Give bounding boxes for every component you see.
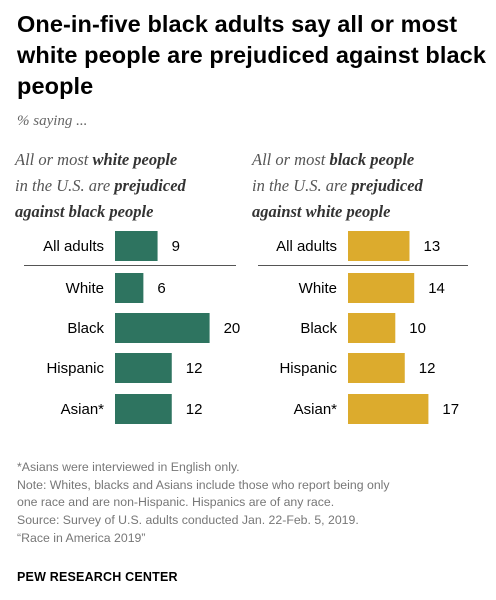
heading-text: in the U.S. are — [15, 176, 115, 195]
heading-emphasis: against black people — [15, 202, 154, 221]
heading-text: in the U.S. are — [252, 176, 352, 195]
heading-text: All or most — [15, 150, 93, 169]
value-label: 6 — [157, 280, 165, 297]
bar — [115, 353, 172, 383]
category-label: All adults — [276, 238, 337, 255]
category-label: Asian* — [61, 401, 105, 418]
value-label: 12 — [186, 401, 203, 418]
right-panel-heading: All or most black people in the U.S. are … — [252, 147, 423, 225]
value-label: 13 — [423, 238, 440, 255]
chart-subtitle: % saying ... — [17, 113, 88, 129]
note-line-source: Source: Survey of U.S. adults conducted … — [17, 513, 359, 528]
bar — [348, 313, 396, 343]
heading-line: in the U.S. are prejudiced — [15, 173, 186, 199]
note-line-report: “Race in America 2019” — [17, 530, 146, 545]
heading-emphasis: black people — [329, 150, 415, 169]
category-label: Asian* — [294, 401, 338, 418]
value-label: 9 — [172, 238, 180, 255]
note-line-definition-2: one race and are non-Hispanic. Hispanics… — [17, 495, 335, 510]
heading-line: All or most black people — [252, 147, 423, 173]
value-label: 12 — [419, 360, 436, 377]
heading-emphasis: against white people — [252, 202, 391, 221]
brand-logo-text: PEW RESEARCH CENTER — [17, 570, 178, 584]
left-bar-chart: All adults 9 White 6 Black 20 Hispanic 12 Asian*… — [24, 231, 240, 424]
value-label: 14 — [428, 280, 445, 297]
heading-emphasis: prejudiced — [351, 176, 423, 195]
category-label: Hispanic — [46, 360, 104, 377]
category-label: White — [299, 280, 337, 297]
note-line-asian: *Asians were interviewed in English only… — [17, 460, 240, 474]
heading-text: All or most — [252, 150, 330, 169]
bar — [115, 273, 144, 303]
chart-title: One-in-five black adults say all or most… — [17, 11, 487, 99]
heading-line: against black people — [15, 199, 186, 225]
category-label: Black — [300, 320, 337, 337]
category-label: White — [66, 280, 104, 297]
heading-emphasis: white people — [92, 150, 178, 169]
category-label: All adults — [43, 238, 104, 255]
bar — [348, 394, 429, 424]
bar — [115, 313, 210, 343]
value-label: 20 — [224, 320, 241, 337]
heading-line: against white people — [252, 199, 423, 225]
category-label: Black — [67, 320, 104, 337]
category-label: Hispanic — [279, 360, 337, 377]
heading-emphasis: prejudiced — [114, 176, 186, 195]
bar — [348, 231, 410, 261]
bar — [115, 394, 172, 424]
notes: *Asians were interviewed in English only… — [17, 459, 487, 548]
bar — [348, 273, 415, 303]
right-bar-chart: All adults 13 White 14 Black 10 Hispanic 12 Asia… — [258, 231, 468, 424]
note-line-definition-1: Note: Whites, blacks and Asians include … — [17, 477, 390, 492]
bar — [348, 353, 405, 383]
bar — [115, 231, 158, 261]
value-label: 10 — [409, 320, 426, 337]
value-label: 12 — [186, 360, 203, 377]
heading-line: in the U.S. are prejudiced — [252, 173, 423, 199]
left-panel-heading: All or most white people in the U.S. are … — [15, 147, 186, 225]
value-label: 17 — [442, 401, 459, 418]
heading-line: All or most white people — [15, 147, 186, 173]
